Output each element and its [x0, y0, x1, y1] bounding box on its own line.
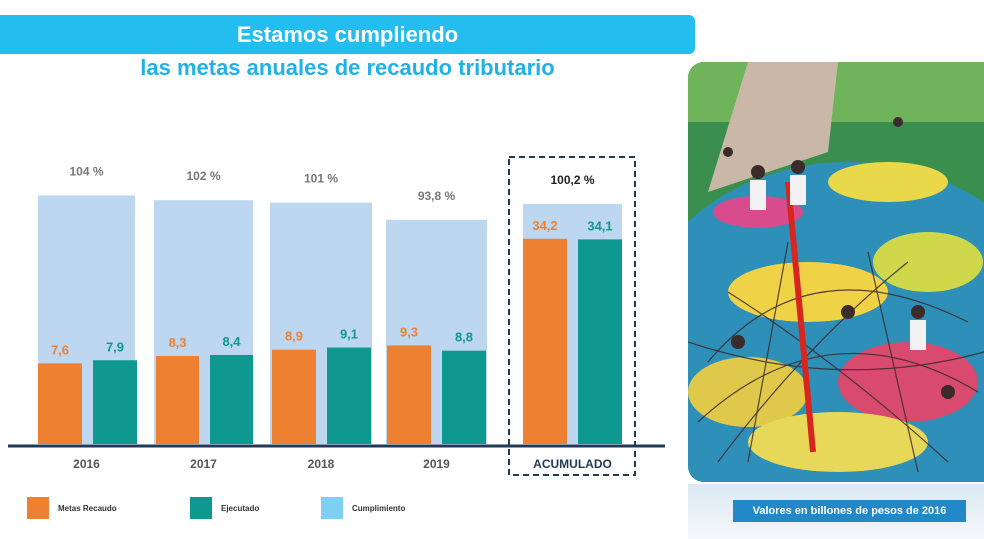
ejecutado-value-2019: 8,8 [455, 330, 473, 345]
ejecutado-value-2018: 9,1 [340, 327, 358, 342]
cumplimiento-label-2018: 101 % [304, 172, 338, 186]
recaudo-bar-chart: 104 % 7,6 7,9 102 % 8,3 8,4 101 % 8,9 9,1 93,8 % 9… [8, 156, 665, 476]
legend-swatch-cumplimiento [321, 497, 343, 519]
legend-swatch-metas [27, 497, 49, 519]
metas-bar-2018 [272, 349, 316, 444]
ejecutado-bar-ACUMULADO [578, 239, 622, 444]
metas-value-ACUMULADO: 34,2 [532, 218, 557, 233]
metas-value-2016: 7,6 [51, 342, 69, 357]
ejecutado-value-ACUMULADO: 34,1 [587, 218, 612, 233]
metas-bar-2019 [387, 345, 431, 444]
acumulado-highlight [508, 156, 636, 476]
legend-cumplimiento: Cumplimiento [321, 497, 405, 519]
legend-swatch-ejecutado [190, 497, 212, 519]
legend-label-ejecutado: Ejecutado [221, 503, 260, 513]
cumplimiento-label-2019: 93,8 % [418, 189, 456, 203]
units-note: Valores en billones de pesos de 2016 [733, 500, 966, 522]
legend-ejecutado: Ejecutado [190, 497, 259, 519]
metas-value-2018: 8,9 [285, 329, 303, 344]
ejecutado-bar-2019 [442, 350, 486, 444]
x-tick-2018: 2018 [308, 457, 335, 471]
ejecutado-bar-2018 [327, 347, 371, 444]
ejecutado-bar-2016 [93, 360, 137, 444]
bars [38, 238, 622, 444]
metas-bar-ACUMULADO [523, 238, 567, 444]
metas-bar-2017 [156, 356, 199, 444]
page-subtitle: las metas anuales de recaudo tributario [140, 55, 555, 80]
cumplimiento-label-2016: 104 % [69, 164, 103, 178]
cumplimiento-label-ACUMULADO: 100,2 % [550, 173, 594, 187]
ejecutado-bar-2017 [210, 354, 253, 444]
metas-value-2019: 9,3 [400, 324, 418, 339]
metas-value-2017: 8,3 [168, 335, 186, 350]
ejecutado-value-2016: 7,9 [106, 339, 124, 354]
x-tick-ACUMULADO: ACUMULADO [533, 457, 612, 471]
labels: 104 % 7,6 7,9 102 % 8,3 8,4 101 % 8,9 9,1 93,8 % 9… [51, 164, 613, 357]
playground-photo [688, 62, 984, 482]
playground-photo-icon [688, 62, 984, 482]
x-tick-2017: 2017 [190, 457, 217, 471]
x-tick-2019: 2019 [423, 457, 450, 471]
legend-label-cumplimiento: Cumplimiento [352, 503, 406, 513]
metas-bar-2016 [38, 363, 82, 444]
acumulado-dashed-box [508, 156, 636, 476]
page-title: Estamos cumpliendo [236, 22, 459, 47]
ejecutado-value-2017: 8,4 [222, 334, 241, 349]
title-banner [0, 15, 695, 54]
x-tick-labels: 2016 2017 2018 2019 ACUMULADO [73, 457, 612, 471]
legend-label-metas: Metas Recaudo [58, 503, 117, 513]
legend-metas-recaudo: Metas Recaudo [27, 497, 117, 519]
x-tick-2016: 2016 [73, 457, 100, 471]
cumplimiento-label-2017: 102 % [186, 169, 220, 183]
